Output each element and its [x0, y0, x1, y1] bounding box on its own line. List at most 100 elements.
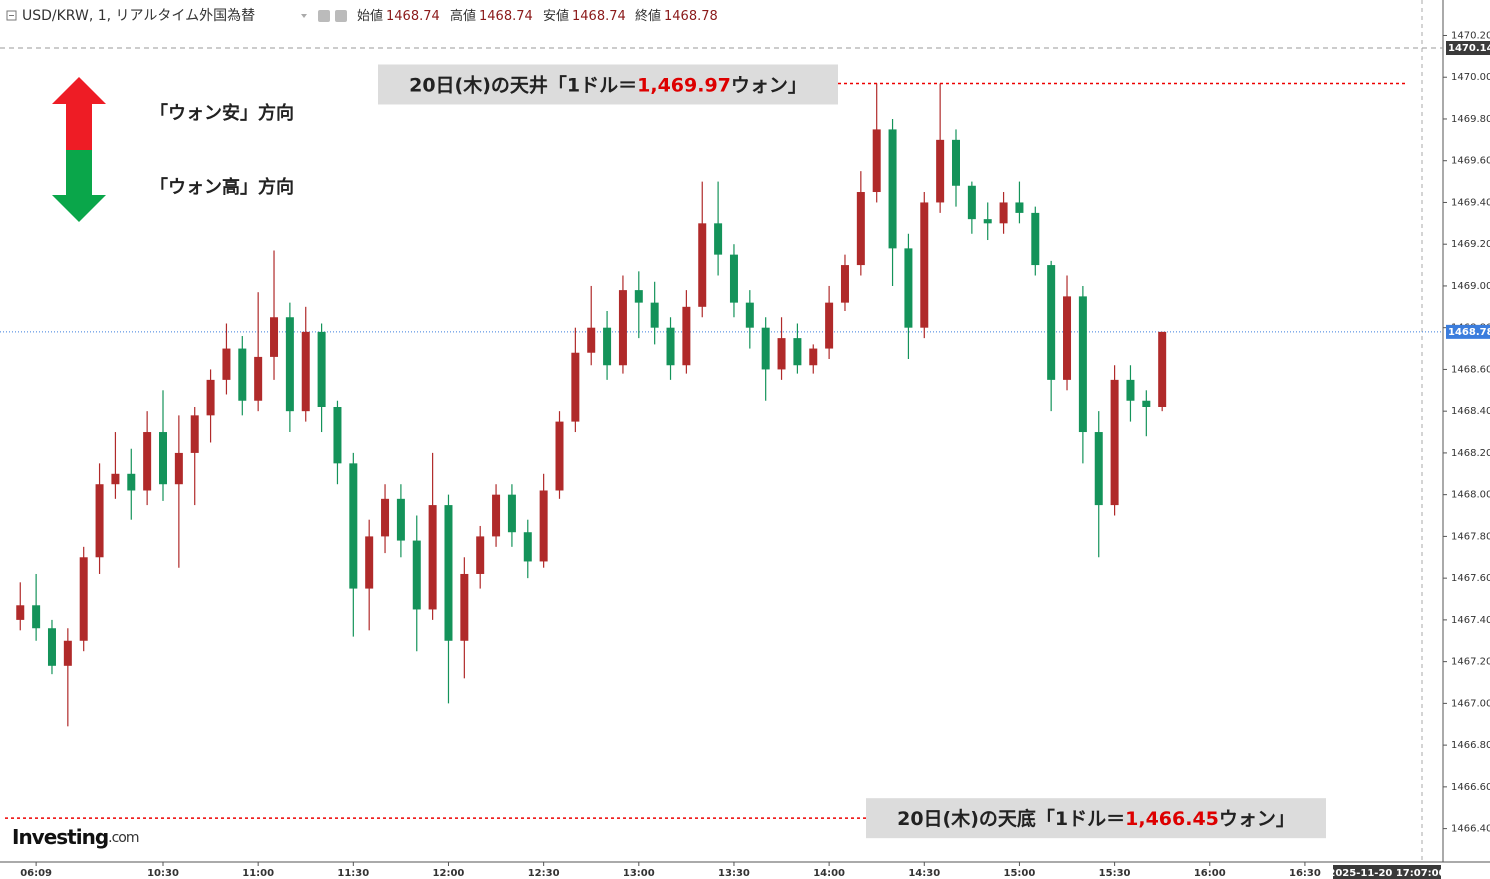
candle-body — [1047, 265, 1056, 380]
candle-body — [952, 139, 960, 186]
y-tick-label: 1470.20 — [1451, 30, 1490, 41]
annotation-value: 1,466.45 — [1125, 808, 1219, 830]
y-tick-label: 1466.40 — [1451, 824, 1490, 835]
icon[interactable] — [318, 10, 330, 22]
ohlc-value: 1468.74 — [572, 9, 626, 24]
candle-body — [920, 202, 929, 328]
candle-body — [587, 327, 596, 353]
candle-body — [761, 327, 770, 370]
candle-body — [222, 348, 231, 380]
dropdown[interactable] — [301, 14, 307, 18]
candle-body — [571, 352, 580, 422]
candle-body — [174, 452, 183, 485]
candle-body — [95, 484, 104, 558]
y-tick-label: 1466.80 — [1451, 740, 1490, 751]
candle-body — [111, 473, 120, 485]
ohlc-value: 1468.74 — [479, 9, 533, 24]
candle-body — [825, 302, 834, 349]
candle-body — [618, 290, 627, 366]
x-tick-label: 06:09 — [20, 868, 52, 879]
candle-body — [634, 290, 643, 303]
candle-body — [745, 302, 754, 328]
candle-body — [381, 498, 390, 537]
x-tick-label: 15:00 — [1004, 868, 1036, 879]
annotation: 20日(木)の天井「1ドル＝1,469.97ウォン」 — [409, 73, 807, 96]
y-tick-label: 1469.60 — [1451, 156, 1490, 167]
note: 「ウォン高」方向 — [150, 176, 294, 198]
candle-body — [1158, 331, 1167, 407]
x-tick-label: 10:30 — [147, 868, 179, 879]
note: 「ウォン安」方向 — [150, 102, 294, 124]
candle-body — [63, 640, 72, 666]
candle-body — [983, 219, 992, 224]
candle-body — [1142, 400, 1151, 407]
candle-body — [444, 505, 453, 641]
candle-body — [936, 139, 945, 203]
x-tick-label: 11:00 — [242, 868, 274, 879]
collapse-icon[interactable] — [6, 10, 17, 21]
candle-body — [127, 473, 136, 491]
candle-body — [254, 356, 263, 401]
up-arrow — [52, 77, 106, 150]
candle-body — [1031, 212, 1040, 266]
y-tick-label: 1468.60 — [1451, 364, 1490, 375]
y-tick-label: 1468.00 — [1451, 490, 1490, 501]
candle-body — [555, 421, 564, 491]
ohlc-label: 始値 — [357, 8, 383, 24]
candle-body — [777, 338, 786, 370]
candle-body — [539, 490, 548, 562]
candle-body — [650, 302, 659, 328]
ohlc-label: 安値 — [543, 8, 569, 24]
candle-body — [365, 536, 374, 589]
y-tick-label: 1467.00 — [1451, 698, 1490, 709]
candle-body — [1015, 202, 1024, 213]
annotation-text: ウォン」 — [731, 74, 807, 96]
last-price: 1468.78 — [1448, 327, 1490, 338]
candle-body — [159, 432, 167, 485]
annotation-text: 20日(木)の天底「1ドル＝ — [897, 807, 1125, 830]
candle-body — [476, 536, 485, 574]
ohlc: 始値 1468.74 高値 1468.74 安値 1468.74 終値 1468.78 — [357, 8, 718, 24]
y-tick-label: 1466.60 — [1451, 782, 1490, 793]
ohlc-item: 始値 1468.74 — [357, 8, 440, 24]
candle-body — [460, 573, 469, 641]
ohlc-value: 1468.74 — [386, 9, 440, 24]
x-tick-label: 15:30 — [1099, 868, 1131, 879]
logo-suffix: .com — [108, 830, 139, 846]
y-tick-label: 1469.40 — [1451, 197, 1490, 208]
annotation-text: ウォン」 — [1219, 808, 1295, 830]
x-tick-label: 16:00 — [1194, 868, 1226, 879]
candle-body — [190, 415, 199, 453]
candle-body — [1126, 379, 1135, 401]
candle-body — [79, 557, 88, 641]
candle-body — [270, 317, 279, 357]
candle-body — [523, 532, 532, 562]
y-tick-label: 1467.20 — [1451, 657, 1490, 668]
icon[interactable] — [335, 10, 347, 22]
annotation-box — [378, 64, 838, 105]
candle-body — [349, 463, 358, 589]
annotation-box — [866, 798, 1326, 839]
candle-body — [507, 494, 516, 533]
y-tick-label: 1467.60 — [1451, 573, 1490, 584]
y-tick-label: 1469.80 — [1451, 114, 1490, 125]
y-tick-label: 1470.00 — [1451, 72, 1490, 83]
ohlc-item: 安値 1468.74 — [543, 8, 626, 24]
candle-body — [872, 129, 881, 193]
candle-body — [238, 348, 247, 401]
candle-body — [904, 248, 913, 328]
logo-name: Investing — [12, 825, 108, 849]
x-tick-label: 11:30 — [337, 868, 369, 879]
ohlc-item: 終値 1468.78 — [635, 8, 718, 24]
x-tick-label: 12:00 — [433, 868, 465, 879]
last-price-box — [1446, 324, 1490, 339]
x-tick-label: 12:30 — [528, 868, 560, 879]
crosshair-price-box — [1446, 41, 1490, 56]
candle-body — [840, 265, 849, 303]
candle-body — [206, 379, 215, 416]
logo: Investing.com — [12, 825, 139, 849]
ohlc-label: 終値 — [635, 8, 661, 24]
candle-body — [428, 505, 437, 610]
